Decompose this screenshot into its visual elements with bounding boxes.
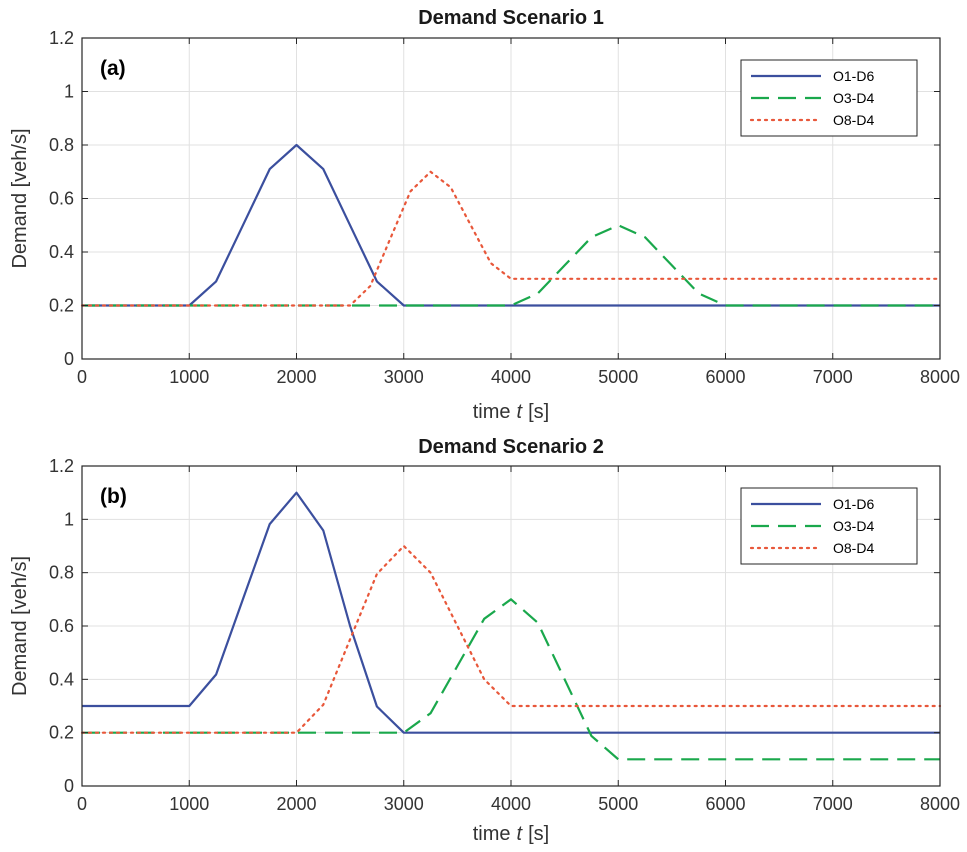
y-tick-label: 1.2 bbox=[49, 28, 74, 48]
y-tick-label: 0.2 bbox=[49, 296, 74, 316]
x-tick-label: 5000 bbox=[598, 367, 638, 387]
legend-label: O3-D4 bbox=[833, 518, 874, 534]
legend-label: O3-D4 bbox=[833, 90, 874, 106]
x-axis-label: time t [s] bbox=[473, 823, 549, 845]
y-tick-label: 0.8 bbox=[49, 135, 74, 155]
x-tick-label: 3000 bbox=[384, 367, 424, 387]
chart-demand-scenario-1: 0 1000 2000 3000 4000 5000 6000 7000 8000 0 0.2 0.4… bbox=[9, 7, 960, 423]
x-axis-label-unit: [s] bbox=[528, 823, 549, 845]
y-tick-label: 0 bbox=[64, 349, 74, 369]
y-tick-label: 1 bbox=[64, 509, 74, 529]
legend-label: O8-D4 bbox=[833, 112, 874, 128]
y-tick-label: 0.8 bbox=[49, 563, 74, 583]
chart-demand-scenario-2: 0 1000 2000 3000 4000 5000 6000 7000 8000 0 0.2 0.4… bbox=[9, 436, 960, 845]
x-tick-label: 1000 bbox=[169, 794, 209, 814]
y-axis-label: Demand [veh/s] bbox=[9, 128, 31, 268]
panel-label: (a) bbox=[100, 57, 126, 80]
legend: O1-D6 O3-D4 O8-D4 bbox=[740, 59, 918, 137]
x-axis-label-variable: t bbox=[517, 823, 524, 845]
x-axis-label-prefix: time bbox=[473, 401, 511, 423]
y-tick-label: 0.2 bbox=[49, 723, 74, 743]
x-tick-label: 2000 bbox=[276, 367, 316, 387]
series-line-o8-d4 bbox=[80, 544, 942, 734]
y-axis-label: Demand [veh/s] bbox=[9, 556, 31, 696]
legend-label: O8-D4 bbox=[833, 540, 874, 556]
x-tick-label: 7000 bbox=[813, 367, 853, 387]
x-tick-label: 3000 bbox=[384, 794, 424, 814]
x-axis-label: time t [s] bbox=[473, 401, 549, 423]
x-tick-label: 7000 bbox=[813, 794, 853, 814]
y-tick-label: 1 bbox=[64, 82, 74, 102]
x-tick-label: 0 bbox=[77, 367, 87, 387]
x-tick-label: 6000 bbox=[705, 367, 745, 387]
series-line-o8-d4 bbox=[80, 170, 942, 307]
legend-box bbox=[740, 487, 918, 565]
x-tick-label: 0 bbox=[77, 794, 87, 814]
x-axis-label-prefix: time bbox=[473, 823, 511, 845]
y-tick-label: 1.2 bbox=[49, 456, 74, 476]
panel-label: (b) bbox=[100, 485, 127, 508]
series-line-o1-d6 bbox=[82, 143, 940, 307]
y-tick-label: 0.6 bbox=[49, 616, 74, 636]
series-line-o3-d4 bbox=[82, 224, 940, 307]
legend-box bbox=[740, 59, 918, 137]
y-tick-label: 0.4 bbox=[49, 242, 74, 262]
x-tick-label: 5000 bbox=[598, 794, 638, 814]
x-tick-label: 4000 bbox=[491, 794, 531, 814]
legend-label: O1-D6 bbox=[833, 496, 874, 512]
legend: O1-D6 O3-D4 O8-D4 bbox=[740, 487, 918, 565]
chart-title: Demand Scenario 1 bbox=[418, 7, 604, 29]
y-tick-label: 0.4 bbox=[49, 669, 74, 689]
y-tick-label: 0.6 bbox=[49, 189, 74, 209]
series-line-o1-d6 bbox=[82, 491, 940, 734]
x-tick-label: 8000 bbox=[920, 367, 960, 387]
x-tick-label: 8000 bbox=[920, 794, 960, 814]
chart-title: Demand Scenario 2 bbox=[418, 436, 604, 458]
series-line-o3-d4 bbox=[82, 598, 940, 761]
x-tick-label: 2000 bbox=[276, 794, 316, 814]
x-tick-label: 6000 bbox=[705, 794, 745, 814]
x-axis-label-variable: t bbox=[517, 401, 524, 423]
x-axis-label-unit: [s] bbox=[528, 401, 549, 423]
y-tick-label: 0 bbox=[64, 776, 74, 796]
x-tick-label: 1000 bbox=[169, 367, 209, 387]
legend-label: O1-D6 bbox=[833, 68, 874, 84]
x-tick-label: 4000 bbox=[491, 367, 531, 387]
